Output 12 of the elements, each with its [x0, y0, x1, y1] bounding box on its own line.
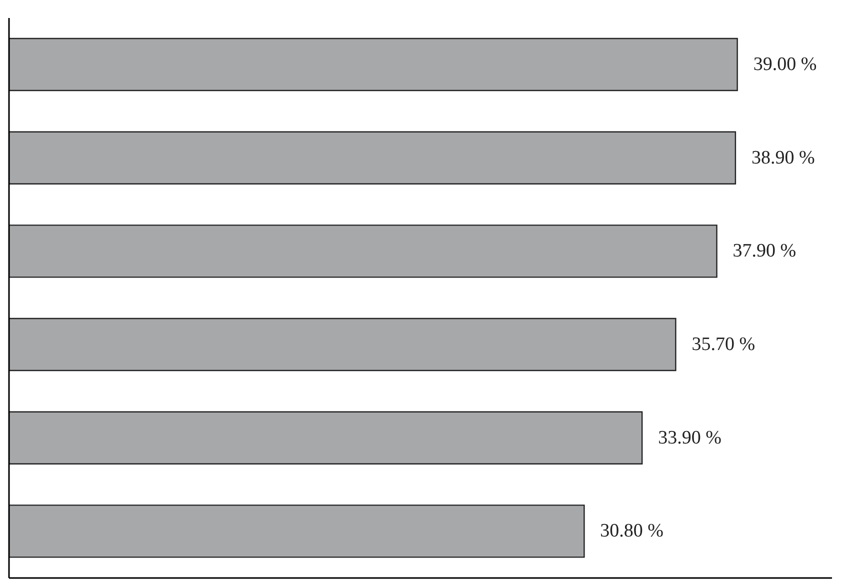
data-label: 38.90 %: [751, 147, 815, 168]
bar: [9, 318, 676, 372]
bar: [9, 131, 736, 184]
bar: [9, 504, 585, 558]
data-label: 37.90 %: [732, 240, 796, 262]
bar: [9, 224, 718, 278]
data-label: 33.90 %: [658, 427, 722, 448]
data-label: 39.00 %: [753, 54, 817, 76]
data-label: 35.70 %: [692, 334, 756, 356]
bar: [9, 38, 738, 92]
bar: [9, 411, 643, 464]
data-label: 30.80 %: [600, 520, 664, 542]
